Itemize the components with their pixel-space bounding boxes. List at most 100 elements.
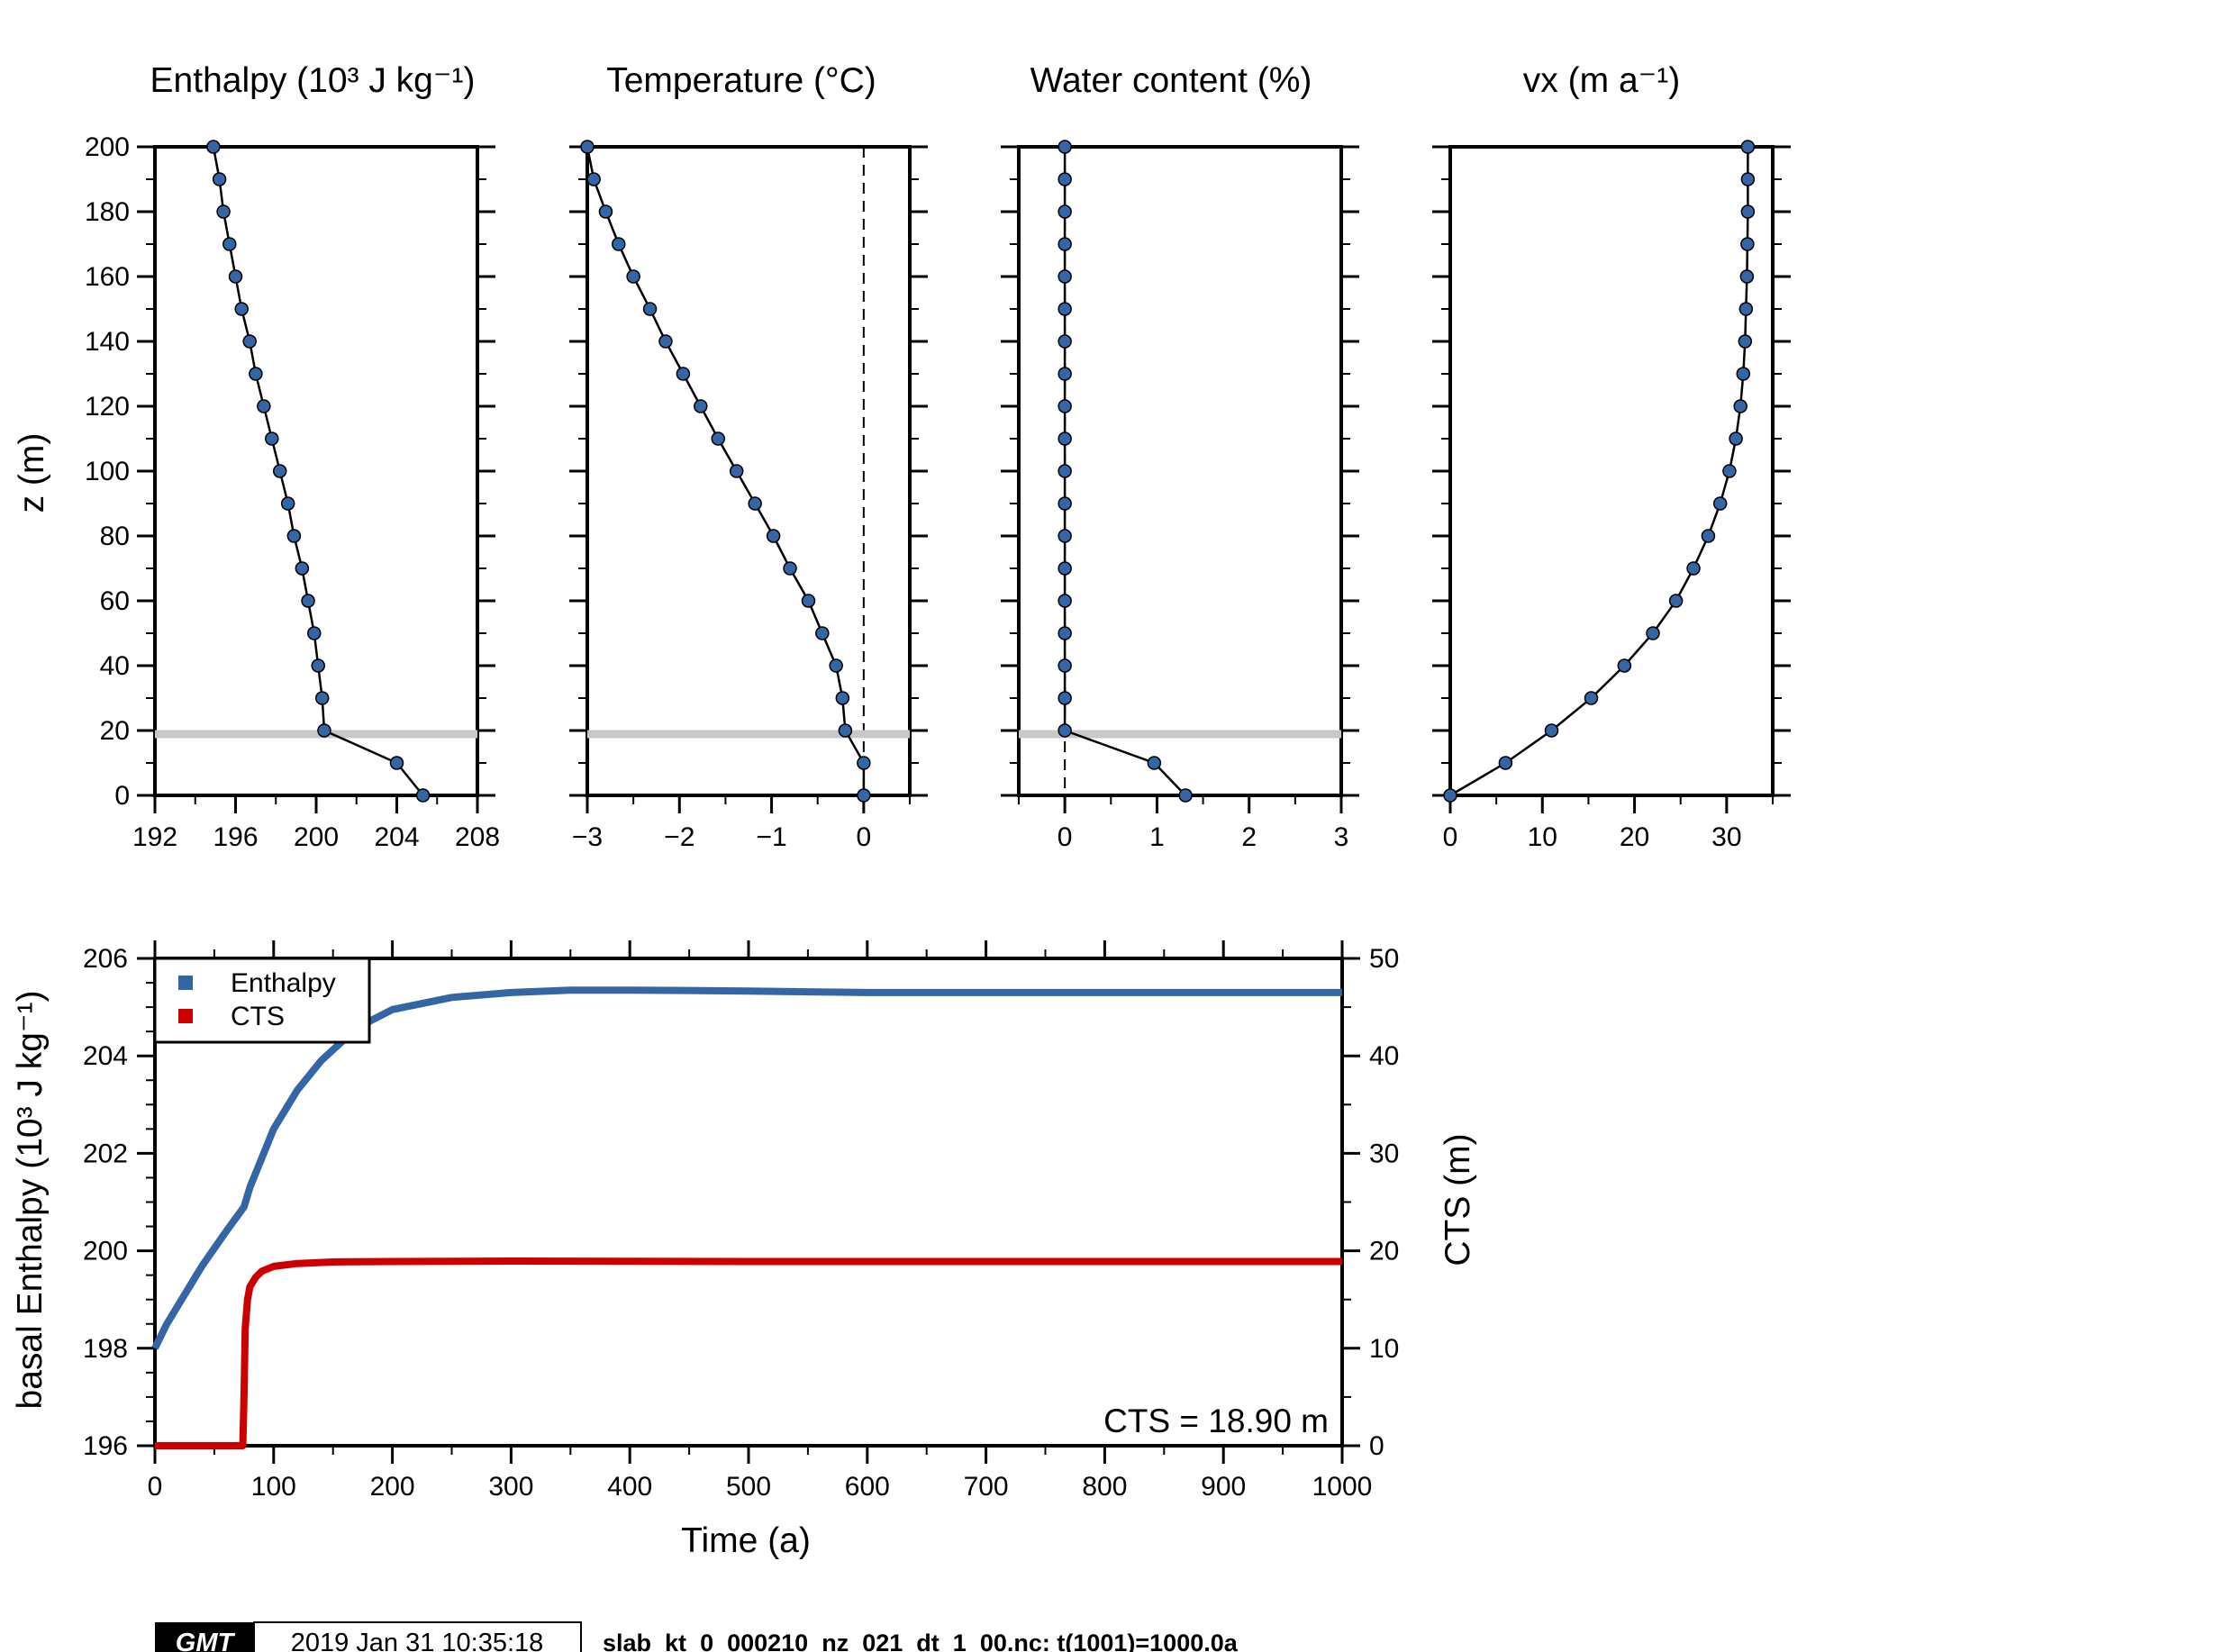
y-tick-label-left: 198 — [83, 1334, 128, 1364]
x-tick-label: 600 — [845, 1472, 890, 1502]
profile-point — [1058, 431, 1072, 446]
y-tick-label: 140 — [85, 327, 130, 357]
y-tick-label: 20 — [100, 716, 130, 746]
profile-point — [1058, 626, 1072, 640]
profile-point — [835, 691, 850, 705]
profile-point — [1058, 204, 1072, 219]
y-tick-label-left: 200 — [83, 1237, 128, 1266]
x-tick-label: 0 — [857, 822, 872, 852]
profile-point — [815, 626, 830, 640]
profile-point — [1443, 788, 1457, 803]
profile-point — [586, 172, 601, 186]
profile-point — [1584, 691, 1599, 705]
x-tick-label: 200 — [294, 822, 339, 852]
legend-label-cts: CTS — [231, 1002, 285, 1031]
profile-point — [612, 237, 626, 251]
profile-point — [280, 496, 295, 511]
cts-axis-label: CTS (m) — [1439, 1133, 1477, 1266]
profile-point — [265, 431, 279, 446]
profile-point — [1058, 399, 1072, 413]
profile-point — [1740, 237, 1755, 251]
time-axis-label: Time (a) — [681, 1521, 811, 1560]
profile-point — [1058, 464, 1072, 478]
profile-point — [1733, 399, 1747, 413]
profile-point — [1738, 302, 1754, 316]
profile-point — [206, 140, 221, 154]
y-tick-label: 40 — [100, 651, 130, 681]
y-tick-label: 120 — [85, 392, 130, 422]
profile-point — [228, 269, 243, 284]
profile-point — [1178, 788, 1193, 803]
profile-point — [829, 658, 843, 673]
profile-point — [311, 658, 325, 673]
x-tick-label: 1000 — [1312, 1472, 1373, 1502]
x-tick-label: 300 — [488, 1472, 533, 1502]
water-content-profile-panel: Water content (%) 0 1 2 3 — [1001, 61, 1359, 852]
x-tick-label: 192 — [132, 822, 177, 852]
x-tick-label: 20 — [1620, 822, 1649, 852]
profile-point — [1058, 529, 1072, 543]
profile-point — [783, 561, 797, 576]
profile-point — [748, 496, 762, 511]
profile-point — [598, 204, 613, 219]
x-tick-label: 100 — [251, 1472, 296, 1502]
profile-point — [1058, 561, 1072, 576]
profile-point — [1668, 594, 1684, 608]
gmt-logo — [155, 1622, 254, 1652]
z-axis-label: z (m) — [13, 433, 51, 513]
profile-point — [1686, 561, 1701, 576]
legend-label-enthalpy: Enthalpy — [231, 968, 336, 998]
legend-swatch-enthalpy — [178, 976, 193, 990]
profile-point — [212, 172, 227, 186]
x-tick-label: −1 — [756, 822, 786, 852]
legend: Enthalpy CTS — [153, 957, 371, 1044]
enthalpy-panel-title: Enthalpy (10³ J kg⁻¹) — [150, 61, 476, 100]
profile-point — [1722, 464, 1737, 478]
profile-point — [658, 334, 673, 349]
x-tick-label: 204 — [374, 822, 419, 852]
x-tick-label: 10 — [1528, 822, 1557, 852]
profile-point — [216, 204, 231, 219]
profile-point — [1058, 269, 1072, 284]
profile-point — [249, 367, 263, 381]
y-tick-label: 60 — [100, 586, 130, 616]
profile-point — [838, 723, 853, 738]
x-tick-label: 400 — [607, 1472, 652, 1502]
x-tick-label: 900 — [1201, 1472, 1246, 1502]
timestamp: 2019 Jan 31 10:35:18 — [291, 1629, 544, 1652]
y-tick-label-right: 20 — [1369, 1237, 1399, 1266]
profile-point — [1740, 140, 1756, 154]
profile-point — [1058, 140, 1072, 154]
x-tick-label: 30 — [1711, 822, 1741, 852]
y-tick-label: 180 — [85, 197, 130, 227]
y-tick-label: 160 — [85, 262, 130, 292]
y-tick-label-right: 40 — [1369, 1041, 1399, 1071]
gmt-logo-text: GMT — [176, 1629, 236, 1652]
x-tick-label: 2 — [1241, 822, 1257, 852]
basal-enthalpy-axis-label: basal Enthalpy (10³ J kg⁻¹) — [11, 991, 50, 1410]
profile-point — [301, 594, 315, 608]
y-tick-label-right: 0 — [1369, 1431, 1384, 1461]
profile-point — [626, 269, 640, 284]
profile-point — [1736, 367, 1751, 381]
profile-point — [642, 302, 658, 316]
profile-point — [1646, 626, 1660, 640]
profile-point — [1544, 723, 1559, 738]
profile-point — [1740, 204, 1756, 219]
y-tick-label-left: 196 — [83, 1431, 128, 1461]
y-tick-label-left: 206 — [83, 944, 128, 974]
profile-point — [257, 399, 271, 413]
profile-point — [1738, 334, 1753, 349]
profile-point — [1058, 334, 1072, 349]
profile-point — [295, 561, 310, 576]
y-tick-label: 200 — [85, 132, 130, 162]
profile-point — [1739, 269, 1755, 284]
profile-point — [389, 756, 404, 770]
y-tick-label-left: 204 — [83, 1041, 128, 1071]
profile-point — [1617, 658, 1632, 673]
y-tick-label-left: 202 — [83, 1139, 128, 1168]
footer-stamp: GMT 2019 Jan 31 10:35:18 slab_kt_0_00021… — [155, 1621, 1239, 1652]
enthalpy-profile-panel: Enthalpy (10³ J kg⁻¹) 0 20 40 60 80 100 120 140… — [13, 61, 500, 852]
x-tick-label: 700 — [964, 1472, 1009, 1502]
